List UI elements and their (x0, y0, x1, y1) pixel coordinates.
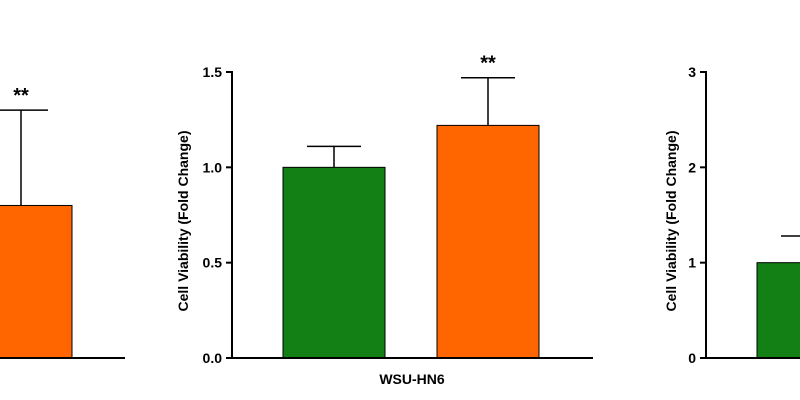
y-tick-label-2: 1.0 (203, 159, 223, 175)
y-tick-label-0: 0 (688, 350, 696, 366)
y-tick-label-3: 1.5 (203, 64, 223, 80)
chart-panel-left: ** (0, 85, 125, 359)
y-tick-label-1: 0.5 (203, 255, 223, 271)
bar-0 (282, 166, 386, 359)
y-tick-label-1: 1 (688, 255, 696, 271)
y-axis-label: Cell Viability (Fold Change) (663, 131, 679, 312)
significance-label-1: ** (480, 53, 496, 75)
y-axis-label: Cell Viability (Fold Change) (175, 131, 191, 312)
significance-label-1: ** (13, 85, 29, 107)
chart-panel-middle: ** 0.0 0.5 1.0 1.5 Cell Viability (Fold Chang… (175, 53, 593, 387)
y-tick-label-0: 0.0 (203, 350, 223, 366)
bar-1 (436, 124, 540, 359)
bar-1 (0, 204, 73, 359)
y-tick-label-3: 3 (688, 64, 696, 80)
y-tick-label-2: 2 (688, 159, 696, 175)
bar-0 (756, 262, 800, 359)
chart-panel-right: 0 1 2 3 Cell Viability (Fold Change) (663, 64, 800, 366)
x-axis-label: WSU-HN6 (379, 371, 445, 387)
